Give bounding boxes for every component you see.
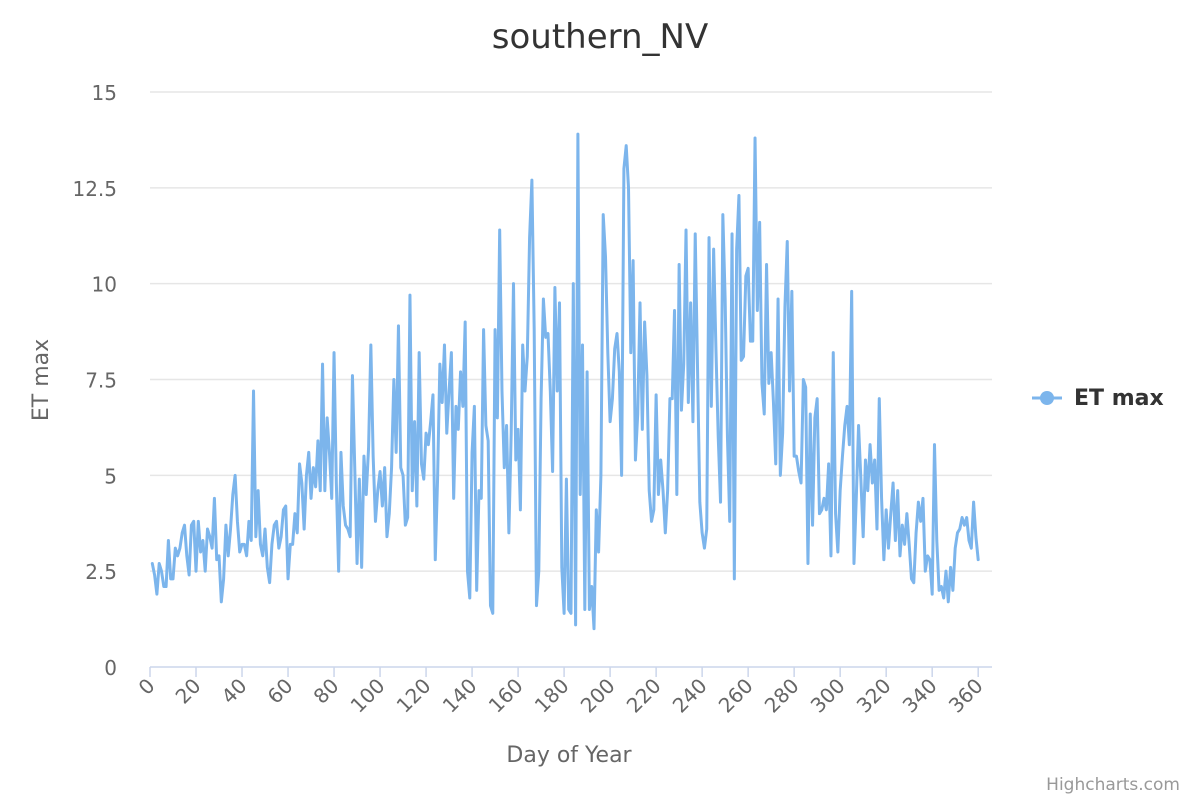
x-tick-label: 300 — [806, 674, 850, 718]
legend[interactable]: ET max — [1032, 386, 1164, 411]
chart-title: southern_NV — [492, 17, 708, 57]
x-tick-label: 20 — [171, 674, 206, 709]
x-axis: 0 20 40 60 80 100 120 140 160 180 200 220 240 260 280 3… — [134, 666, 992, 718]
x-tick-label: 40 — [217, 674, 252, 709]
x-tick-label: 220 — [622, 674, 666, 718]
credits-link[interactable]: Highcharts.com — [1046, 775, 1180, 795]
x-tick-label: 0 — [134, 674, 160, 700]
legend-marker-icon — [1040, 391, 1054, 405]
y-axis-label: ET max — [29, 339, 54, 421]
x-tick-label: 60 — [263, 674, 298, 709]
x-tick-label: 200 — [576, 674, 620, 718]
x-tick-label: 140 — [438, 674, 482, 718]
x-axis-label: Day of Year — [506, 743, 632, 768]
x-tick-label: 120 — [392, 674, 436, 718]
x-tick-label: 280 — [760, 674, 804, 718]
y-tick-label: 2.5 — [85, 560, 117, 584]
x-tick-label: 320 — [852, 674, 896, 718]
y-tick-label: 0 — [104, 656, 117, 680]
x-tick-label: 240 — [668, 674, 712, 718]
x-tick-label: 100 — [346, 674, 390, 718]
series-group — [150, 132, 980, 631]
grid-lines — [150, 91, 992, 572]
x-tick-label: 160 — [484, 674, 528, 718]
x-tick-label: 260 — [714, 674, 758, 718]
y-tick-label: 15 — [92, 81, 117, 105]
series-line-0[interactable] — [150, 132, 980, 631]
y-tick-label: 10 — [92, 273, 117, 297]
y-tick-label: 12.5 — [72, 177, 117, 201]
y-tick-label: 7.5 — [85, 369, 117, 393]
x-tick-label: 180 — [530, 674, 574, 718]
x-tick-label: 360 — [944, 674, 988, 718]
legend-item-label[interactable]: ET max — [1074, 386, 1164, 411]
x-tick-label: 80 — [309, 674, 344, 709]
x-tick-label: 340 — [898, 674, 942, 718]
y-tick-label: 5 — [104, 464, 117, 488]
y-axis-tick-labels: 0 2.5 5 7.5 10 12.5 15 — [72, 81, 117, 680]
